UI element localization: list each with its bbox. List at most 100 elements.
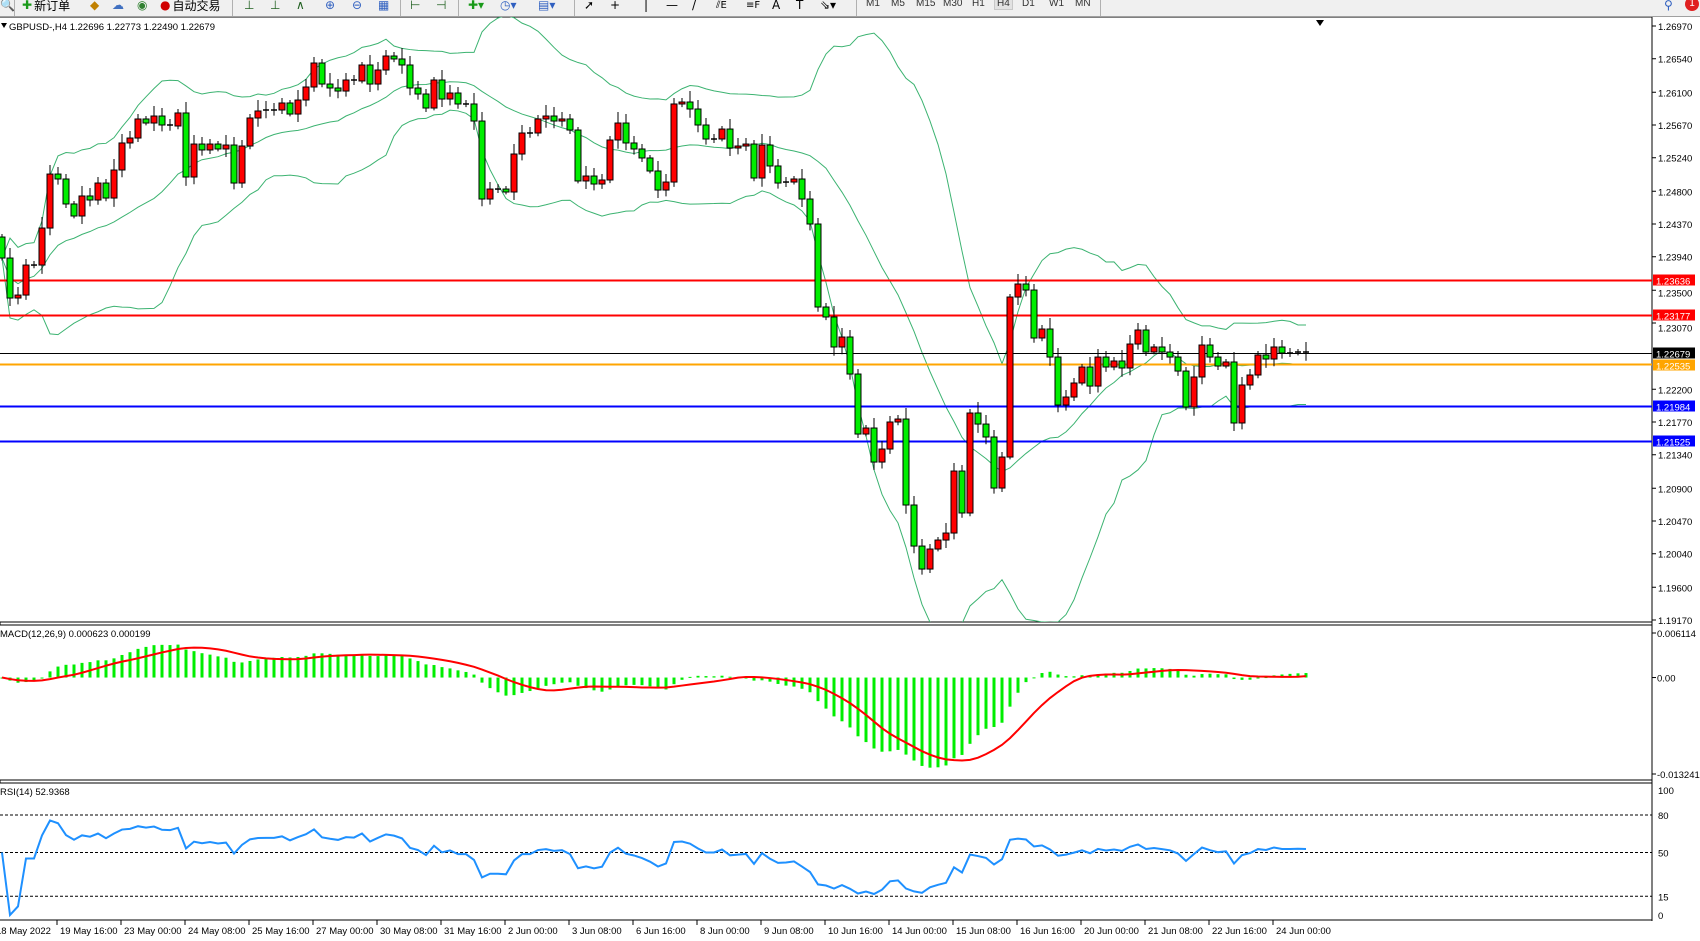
macd-histogram-bar — [368, 655, 372, 678]
candle-body — [758, 144, 766, 179]
candle — [814, 218, 822, 312]
periods-icon[interactable]: ◷▾ — [500, 0, 517, 12]
candle-body — [1246, 374, 1254, 386]
candle — [950, 463, 958, 540]
candle-body — [182, 112, 190, 178]
candle-body — [1238, 384, 1246, 424]
timeframe-h4[interactable]: H4 — [994, 0, 1013, 10]
candle — [1094, 349, 1102, 393]
chart-shift-marker-icon[interactable] — [1316, 20, 1324, 26]
chart-menu-triangle-icon[interactable] — [1, 23, 7, 28]
macd-histogram-bar — [784, 677, 788, 686]
toolbar-separator — [1100, 0, 1101, 16]
candle — [486, 182, 494, 205]
candle — [798, 168, 806, 208]
price-tick-label: 1.19600 — [1658, 583, 1692, 594]
timeframe-m5[interactable]: M5 — [891, 0, 905, 9]
price-label-background — [1653, 347, 1695, 359]
new-order-button[interactable]: ✚ 新订单 — [22, 0, 70, 14]
notification-badge[interactable]: 1 — [1685, 0, 1699, 11]
candle — [286, 99, 294, 117]
candles — [0, 47, 1309, 575]
candle-body — [358, 64, 366, 82]
timeframe-m30[interactable]: M30 — [943, 0, 963, 9]
zoom-icon[interactable]: 🔍 — [0, 0, 15, 12]
tile-windows-icon[interactable]: ▦ — [378, 0, 390, 12]
macd-histogram-bar — [1208, 673, 1212, 678]
line-chart-icon[interactable]: ∧ — [296, 0, 305, 12]
macd-histogram-bar — [896, 677, 900, 750]
zoom-out-icon[interactable]: ⊖ — [352, 0, 363, 12]
candle — [646, 154, 654, 174]
toolbar-separator — [458, 0, 459, 16]
timeframe-m1[interactable]: M1 — [866, 0, 880, 9]
trendline-icon[interactable]: / — [692, 0, 697, 12]
timeframe-m15[interactable]: M15 — [916, 0, 936, 9]
macd-histogram-bar — [456, 670, 460, 678]
auto-trading-label: 自动交易 — [172, 0, 221, 13]
timeframe-mn[interactable]: MN — [1075, 0, 1091, 9]
signal-icon[interactable]: ◉ — [137, 0, 148, 12]
templates-icon[interactable]: ▤▾ — [538, 0, 556, 12]
candle-body — [1038, 328, 1046, 339]
rsi-label: RSI(14) 52.9368 — [0, 787, 70, 798]
chart-shift-icon[interactable]: ⊣ — [436, 0, 447, 12]
candle — [214, 141, 222, 152]
candle — [878, 441, 886, 469]
crosshair-icon[interactable]: + — [610, 0, 621, 12]
candle — [966, 409, 974, 517]
arrows-icon[interactable]: ⇘▾ — [820, 0, 837, 12]
macd-histogram-bar — [912, 677, 916, 761]
price-label: 1.22535 — [1656, 362, 1690, 373]
macd-histogram-bar — [320, 653, 324, 678]
zoom-in-icon[interactable]: ⊕ — [325, 0, 336, 12]
indicators-icon[interactable]: ✚▾ — [468, 0, 485, 12]
macd-histogram-bar — [648, 677, 652, 687]
candle-body — [694, 108, 702, 126]
macd-histogram-bar — [976, 677, 980, 736]
candle — [1086, 357, 1094, 395]
text-label-icon[interactable]: T — [796, 0, 804, 12]
candle — [910, 496, 918, 554]
candle-body — [654, 170, 662, 191]
pane-separator[interactable] — [0, 621, 1653, 626]
candle — [1206, 338, 1214, 363]
bar-chart-icon[interactable]: ⊥ — [244, 0, 255, 12]
candle-body — [838, 336, 846, 348]
toolbar-separator — [574, 0, 575, 16]
candle-body — [22, 264, 30, 296]
text-icon[interactable]: A — [772, 0, 781, 12]
macd-histogram-bar — [664, 677, 668, 690]
candle-body — [910, 504, 918, 547]
candle — [1102, 351, 1110, 372]
search-icon[interactable]: ⚲ — [1664, 0, 1673, 12]
candle — [14, 287, 22, 305]
horizontal-line-icon[interactable]: — — [666, 0, 678, 12]
vertical-line-icon[interactable]: | — [644, 0, 649, 12]
candle — [351, 74, 357, 85]
pane-separator[interactable] — [0, 779, 1653, 784]
timeframe-h1[interactable]: H1 — [972, 0, 985, 9]
timeframe-w1[interactable]: W1 — [1049, 0, 1064, 9]
equidistant-channel-icon[interactable]: ⫽E — [716, 0, 727, 11]
candle-body — [14, 294, 22, 299]
toolbar-separator — [232, 0, 233, 16]
macd-histogram-bar — [160, 644, 164, 678]
price-tick-label: 1.19170 — [1658, 616, 1692, 627]
price-label: 1.21984 — [1656, 403, 1690, 414]
price-label: 1.21525 — [1656, 438, 1690, 449]
macd-histogram-bar — [696, 675, 700, 678]
auto-trading-button[interactable]: ● 自动交易 — [160, 0, 221, 14]
candlestick-icon[interactable]: ⊥ — [270, 0, 281, 12]
price-label-background — [1653, 359, 1695, 371]
data-window-icon[interactable]: ☁ — [112, 0, 124, 12]
fibonacci-icon[interactable]: ≡F — [746, 0, 761, 11]
timeframe-d1[interactable]: D1 — [1022, 0, 1035, 9]
macd-histogram-bar — [704, 676, 708, 678]
market-watch-icon[interactable]: ◆ — [90, 0, 100, 12]
autoscroll-icon[interactable]: ⊢ — [410, 0, 421, 12]
cursor-icon[interactable]: ➚ — [584, 0, 595, 12]
macd-histogram-bar — [1224, 674, 1228, 678]
macd-histogram-bar — [48, 671, 52, 678]
